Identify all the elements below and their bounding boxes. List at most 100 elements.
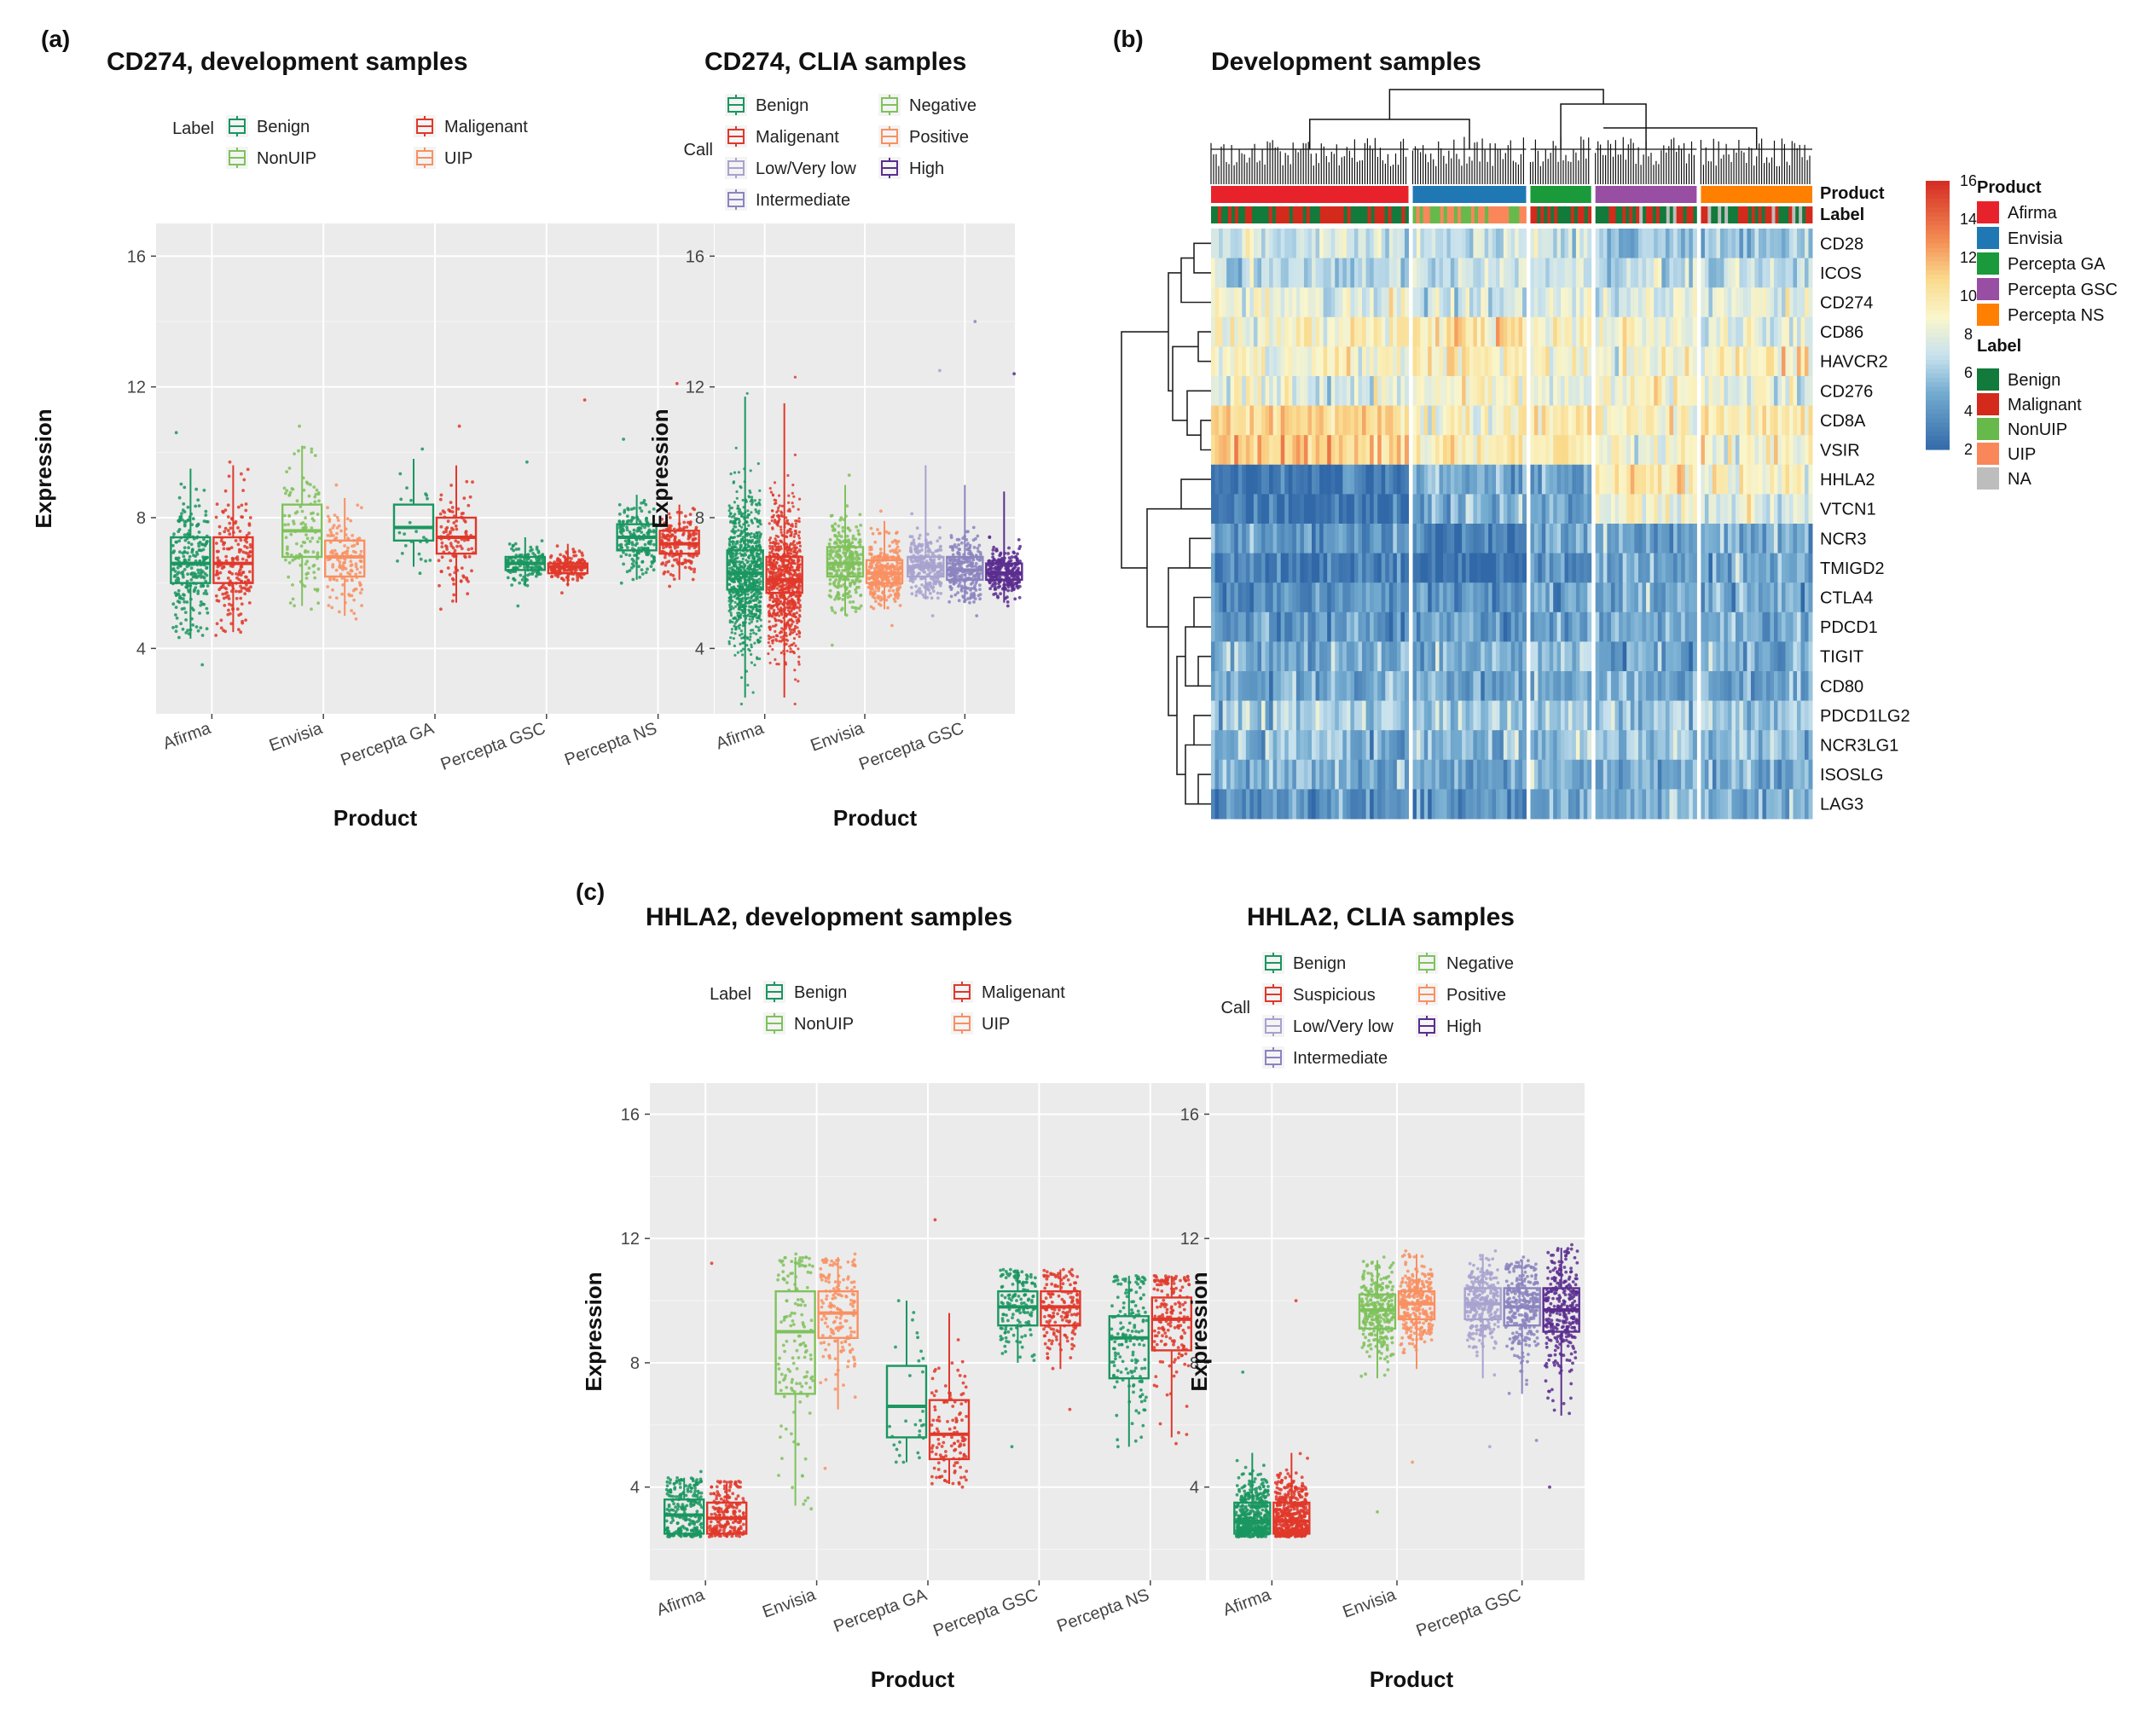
- data-point: [351, 534, 354, 537]
- data-point: [681, 561, 685, 565]
- data-point: [312, 565, 316, 568]
- legend-title: Label: [172, 119, 214, 138]
- data-point: [451, 600, 455, 603]
- data-point: [771, 509, 774, 512]
- data-point: [351, 578, 354, 582]
- data-point: [785, 643, 788, 646]
- data-point: [1006, 552, 1010, 555]
- data-point: [689, 534, 693, 537]
- data-point: [633, 507, 636, 510]
- data-point: [751, 607, 754, 610]
- data-point: [733, 472, 736, 474]
- data-point: [746, 561, 749, 564]
- data-point: [767, 652, 769, 655]
- data-point: [396, 559, 399, 563]
- data-point: [731, 600, 733, 602]
- annotation-label-cell: [1235, 206, 1238, 223]
- panel-label-b: (b): [1113, 26, 1144, 52]
- data-point: [425, 494, 428, 497]
- data-point: [420, 558, 423, 561]
- data-point: [849, 584, 852, 588]
- data-point: [774, 630, 776, 633]
- data-point: [870, 553, 873, 556]
- data-point: [972, 600, 976, 604]
- data-point: [798, 572, 801, 575]
- data-point: [461, 547, 464, 550]
- data-point: [777, 516, 780, 519]
- data-point: [750, 653, 752, 656]
- data-point: [443, 511, 446, 514]
- data-point: [798, 635, 801, 638]
- data-point: [971, 565, 975, 568]
- data-point: [733, 637, 735, 640]
- data-point: [516, 605, 519, 608]
- data-point: [191, 623, 194, 627]
- data-point: [216, 622, 219, 625]
- data-point: [183, 568, 187, 571]
- data-point: [793, 536, 796, 538]
- data-point: [248, 601, 252, 605]
- annotation-label-cell: [1214, 206, 1218, 223]
- x-axis-title: Product: [833, 805, 918, 831]
- data-point: [692, 532, 695, 536]
- data-point: [779, 603, 781, 606]
- data-point: [223, 597, 226, 600]
- data-point: [635, 542, 639, 545]
- data-point: [768, 564, 770, 566]
- data-point: [780, 548, 783, 550]
- legend-label: Benign: [756, 96, 808, 115]
- data-point: [832, 557, 835, 560]
- annotation-label-cell: [1378, 206, 1382, 223]
- data-point: [750, 584, 752, 587]
- annotation-label-cell: [1228, 206, 1232, 223]
- x-tick-label: Afirma: [714, 719, 768, 754]
- data-point: [317, 492, 321, 495]
- data-point: [235, 572, 238, 576]
- data-point: [682, 521, 686, 524]
- data-point: [241, 602, 244, 606]
- data-point: [768, 645, 771, 647]
- data-point: [734, 522, 737, 524]
- data-point: [247, 531, 251, 535]
- data-point: [229, 526, 233, 530]
- data-point: [972, 526, 976, 530]
- data-point: [968, 601, 971, 605]
- data-point: [192, 608, 195, 611]
- data-point: [219, 586, 223, 589]
- data-point: [788, 588, 791, 590]
- data-point: [303, 446, 306, 449]
- data-point: [739, 600, 742, 602]
- data-point: [652, 529, 656, 532]
- data-point: [833, 569, 837, 572]
- annotation-label-cell: [1327, 206, 1330, 223]
- data-point: [449, 573, 452, 577]
- data-point: [835, 595, 838, 599]
- data-point: [470, 569, 473, 572]
- data-point: [647, 552, 651, 555]
- data-point: [312, 550, 316, 553]
- data-point: [331, 588, 334, 592]
- data-point: [452, 582, 455, 586]
- data-point: [767, 568, 769, 571]
- data-point: [751, 520, 753, 523]
- data-point: [623, 511, 626, 514]
- x-tick-label: Envisia: [808, 719, 867, 756]
- data-point: [231, 565, 235, 568]
- data-point: [560, 591, 564, 594]
- x-tick-label: Percepta GSC: [438, 719, 548, 774]
- data-point: [730, 558, 733, 560]
- data-point: [510, 548, 513, 551]
- data-point: [988, 536, 991, 539]
- data-point: [760, 533, 762, 536]
- data-point: [241, 565, 244, 569]
- data-point: [335, 532, 339, 536]
- data-point: [557, 569, 560, 572]
- data-point: [671, 554, 675, 558]
- data-point: [178, 600, 182, 604]
- data-point: [749, 566, 751, 569]
- data-point: [195, 524, 199, 528]
- data-point: [929, 582, 932, 585]
- data-point: [739, 643, 741, 646]
- data-point: [773, 612, 775, 615]
- annotation-label-cell: [1249, 206, 1252, 223]
